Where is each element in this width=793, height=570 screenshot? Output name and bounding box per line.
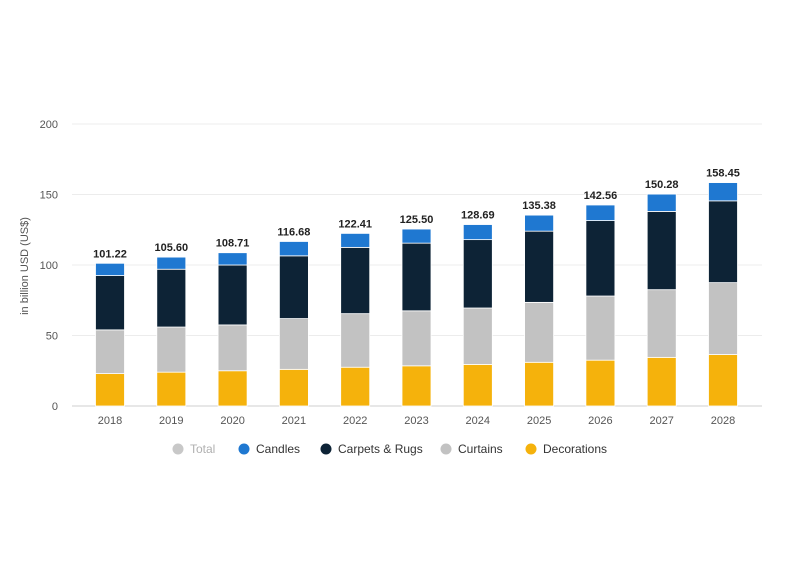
x-tick-label: 2020 — [220, 415, 244, 427]
legend: Total Candles Carpets & Rugs Curtains Decora… — [172, 442, 608, 456]
bar-segment-carpets-rugs[interactable] — [340, 246, 371, 315]
bar-segment-curtains[interactable] — [646, 289, 677, 358]
bar-segment-decorations[interactable] — [524, 361, 554, 407]
bar-segment-carpets-rugs[interactable] — [708, 200, 738, 284]
total-value-label: 125.50 — [400, 214, 434, 226]
bar-segment-decorations[interactable] — [462, 364, 493, 407]
legend-label: Decorations — [543, 442, 607, 456]
bar-segment-decorations[interactable] — [340, 366, 371, 407]
legend-item-candles[interactable]: Candles — [238, 442, 301, 456]
bar-segment-carpets-rugs[interactable] — [524, 230, 554, 303]
bar-segment-candles[interactable] — [524, 214, 554, 232]
total-labels: 101.22 105.60 108.71 116.68 122.41 125.50 128.… — [93, 168, 740, 261]
bar-segment-candles[interactable] — [401, 228, 432, 244]
x-tick-label: 2024 — [466, 415, 490, 427]
x-tick-label: 2027 — [649, 415, 673, 427]
bars — [95, 182, 738, 407]
x-tick-label: 2021 — [282, 415, 306, 427]
y-axis-label: in billion USD (US$) — [19, 217, 31, 315]
bar-segment-curtains[interactable] — [95, 329, 125, 374]
bar-segment-candles[interactable] — [585, 204, 616, 221]
x-tick-label: 2019 — [159, 415, 183, 427]
bar-segment-carpets-rugs[interactable] — [217, 264, 248, 326]
legend-marker — [440, 443, 452, 455]
total-value-label: 105.60 — [154, 242, 188, 254]
bar-segment-carpets-rugs[interactable] — [156, 268, 187, 328]
bar-segment-candles[interactable] — [156, 256, 187, 270]
y-tick-label: 0 — [52, 401, 58, 413]
total-value-label: 101.22 — [93, 248, 127, 260]
legend-label: Total — [190, 442, 215, 456]
bar-segment-curtains[interactable] — [585, 295, 616, 361]
bar-segment-candles[interactable] — [708, 182, 738, 202]
bar-segment-candles[interactable] — [462, 224, 493, 241]
legend-marker — [320, 443, 332, 455]
bar-segment-carpets-rugs[interactable] — [462, 239, 493, 309]
bar-segment-candles[interactable] — [646, 193, 677, 212]
bar-segment-curtains[interactable] — [462, 307, 493, 365]
bar-segment-decorations[interactable] — [401, 365, 432, 407]
y-tick-label: 200 — [40, 119, 58, 131]
y-tick-label: 50 — [46, 331, 58, 343]
y-axis-ticks: 0 50 100 150 200 — [40, 119, 58, 413]
y-tick-label: 150 — [40, 190, 58, 202]
x-axis-ticks: 2018 2019 2020 2021 2022 2023 2024 2025 2026 2027… — [98, 415, 735, 427]
bar-segment-decorations[interactable] — [156, 371, 187, 407]
legend-item-carpets-rugs[interactable]: Carpets & Rugs — [320, 442, 423, 456]
bar-segment-curtains[interactable] — [156, 326, 187, 373]
x-tick-label: 2026 — [588, 415, 612, 427]
bar-segment-carpets-rugs[interactable] — [278, 255, 309, 319]
legend-marker — [238, 443, 250, 455]
bar-segment-candles[interactable] — [278, 241, 309, 257]
x-tick-label: 2025 — [527, 415, 551, 427]
bar-segment-carpets-rugs[interactable] — [95, 275, 125, 331]
bar-segment-decorations[interactable] — [646, 356, 677, 407]
bar-segment-decorations[interactable] — [95, 373, 125, 407]
total-value-label: 135.38 — [522, 200, 556, 212]
x-tick-label: 2028 — [711, 415, 735, 427]
legend-item-curtains[interactable]: Curtains — [440, 442, 503, 456]
bar-segment-curtains[interactable] — [278, 318, 309, 370]
total-value-label: 108.71 — [216, 238, 250, 250]
bar-segment-curtains[interactable] — [340, 313, 371, 368]
total-value-label: 122.41 — [338, 218, 372, 230]
bar-segment-candles[interactable] — [217, 252, 248, 266]
legend-marker — [172, 443, 184, 455]
bar-segment-curtains[interactable] — [708, 282, 738, 355]
bar-segment-decorations[interactable] — [708, 354, 738, 407]
bar-segment-curtains[interactable] — [524, 301, 554, 363]
bar-segment-decorations[interactable] — [278, 368, 309, 407]
total-value-label: 158.45 — [706, 168, 740, 180]
legend-label: Candles — [256, 442, 300, 456]
bar-segment-decorations[interactable] — [585, 359, 616, 407]
x-tick-label: 2023 — [404, 415, 428, 427]
legend-item-total[interactable]: Total — [172, 442, 216, 456]
legend-label: Carpets & Rugs — [338, 442, 423, 456]
x-tick-label: 2018 — [98, 415, 122, 427]
y-tick-label: 100 — [40, 260, 58, 272]
total-value-label: 128.69 — [461, 210, 495, 222]
bar-segment-carpets-rugs[interactable] — [646, 211, 677, 291]
bar-segment-candles[interactable] — [95, 262, 125, 276]
x-tick-label: 2022 — [343, 415, 367, 427]
total-value-label: 142.56 — [584, 190, 618, 202]
legend-label: Curtains — [458, 442, 503, 456]
legend-item-decorations[interactable]: Decorations — [525, 442, 608, 456]
bar-segment-candles[interactable] — [340, 233, 371, 248]
bar-segment-carpets-rugs[interactable] — [401, 242, 432, 312]
total-value-label: 150.28 — [645, 179, 679, 191]
legend-marker — [525, 443, 537, 455]
total-value-label: 116.68 — [277, 226, 310, 238]
bar-segment-curtains[interactable] — [401, 310, 432, 367]
bar-segment-curtains[interactable] — [217, 324, 248, 372]
bar-segment-decorations[interactable] — [217, 370, 248, 407]
bar-segment-carpets-rugs[interactable] — [585, 220, 616, 297]
